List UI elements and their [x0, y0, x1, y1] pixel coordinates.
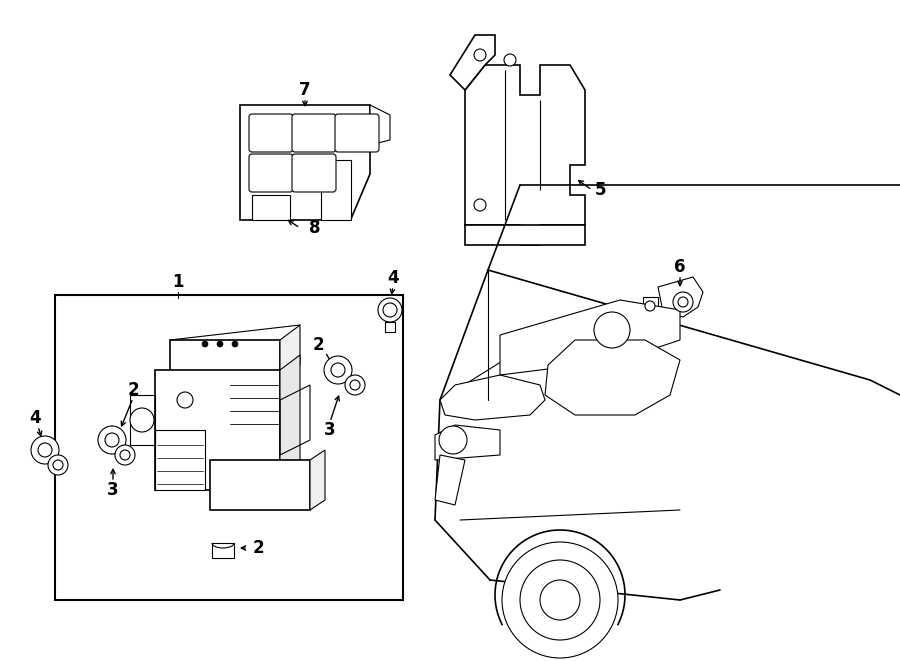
Circle shape — [115, 445, 135, 465]
Bar — [55, 295, 403, 600]
Text: 4: 4 — [29, 409, 40, 427]
Text: 2: 2 — [127, 381, 139, 399]
Polygon shape — [450, 35, 495, 90]
Circle shape — [177, 392, 193, 408]
Circle shape — [130, 408, 154, 432]
Circle shape — [678, 297, 688, 307]
Text: 6: 6 — [674, 258, 686, 276]
Polygon shape — [280, 355, 300, 490]
Circle shape — [383, 303, 397, 317]
Polygon shape — [440, 375, 545, 420]
Text: 8: 8 — [310, 219, 320, 237]
Circle shape — [120, 450, 130, 460]
Text: 2: 2 — [312, 336, 324, 354]
Circle shape — [217, 341, 223, 347]
FancyBboxPatch shape — [249, 114, 293, 152]
Circle shape — [474, 49, 486, 61]
Text: 1: 1 — [172, 273, 184, 291]
Polygon shape — [320, 160, 350, 220]
Polygon shape — [435, 455, 465, 505]
Polygon shape — [370, 105, 390, 145]
Circle shape — [345, 375, 365, 395]
Polygon shape — [280, 325, 300, 380]
Text: 4: 4 — [387, 269, 399, 287]
Polygon shape — [643, 297, 658, 314]
Circle shape — [594, 312, 630, 348]
Polygon shape — [465, 65, 585, 245]
Polygon shape — [658, 277, 703, 317]
Text: 3: 3 — [107, 481, 119, 499]
Circle shape — [202, 341, 208, 347]
Polygon shape — [545, 340, 680, 415]
Polygon shape — [435, 425, 500, 460]
Circle shape — [502, 542, 618, 658]
Circle shape — [53, 460, 63, 470]
Circle shape — [48, 455, 68, 475]
Polygon shape — [240, 105, 370, 220]
FancyBboxPatch shape — [292, 114, 336, 152]
Circle shape — [520, 560, 600, 640]
Polygon shape — [210, 460, 310, 510]
Polygon shape — [465, 225, 585, 245]
Polygon shape — [155, 430, 205, 490]
Circle shape — [324, 356, 352, 384]
Circle shape — [439, 426, 467, 454]
Circle shape — [31, 436, 59, 464]
Circle shape — [504, 54, 516, 66]
Circle shape — [378, 298, 402, 322]
Circle shape — [645, 301, 655, 311]
Polygon shape — [252, 195, 290, 220]
Circle shape — [350, 380, 360, 390]
Circle shape — [232, 341, 238, 347]
Circle shape — [540, 580, 580, 620]
Polygon shape — [500, 300, 680, 375]
Text: 5: 5 — [594, 181, 606, 199]
Circle shape — [331, 363, 345, 377]
Circle shape — [98, 426, 126, 454]
Circle shape — [38, 443, 52, 457]
Polygon shape — [170, 340, 280, 380]
FancyBboxPatch shape — [249, 154, 293, 192]
Polygon shape — [310, 450, 325, 510]
FancyBboxPatch shape — [292, 154, 336, 192]
Text: 3: 3 — [324, 421, 336, 439]
Text: 2: 2 — [252, 539, 264, 557]
Circle shape — [673, 292, 693, 312]
Circle shape — [105, 433, 119, 447]
Circle shape — [474, 199, 486, 211]
Polygon shape — [155, 370, 280, 490]
FancyBboxPatch shape — [335, 114, 379, 152]
Text: 7: 7 — [299, 81, 310, 99]
